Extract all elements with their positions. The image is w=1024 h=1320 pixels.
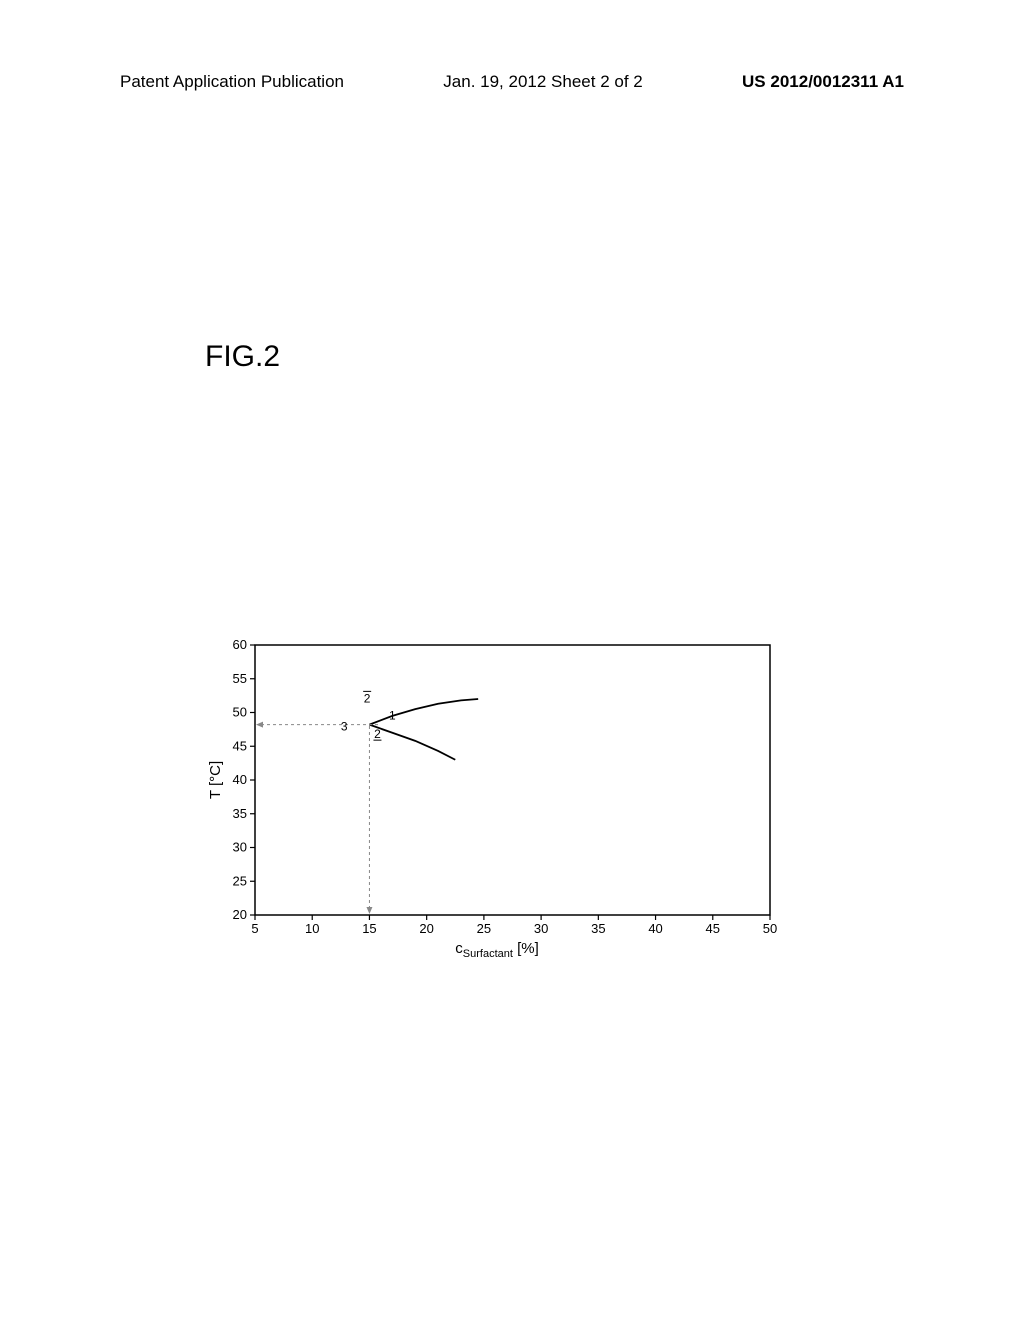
- svg-text:20: 20: [233, 907, 247, 922]
- svg-text:50: 50: [763, 921, 777, 936]
- svg-text:cSurfactant [%]: cSurfactant [%]: [455, 940, 538, 960]
- svg-text:40: 40: [648, 921, 662, 936]
- svg-text:2: 2: [364, 691, 371, 705]
- svg-text:50: 50: [233, 705, 247, 720]
- header-center-text: Jan. 19, 2012 Sheet 2 of 2: [443, 72, 642, 92]
- header-right-text: US 2012/0012311 A1: [742, 72, 904, 92]
- svg-text:2: 2: [374, 727, 381, 741]
- svg-text:1: 1: [389, 708, 396, 722]
- svg-text:40: 40: [233, 772, 247, 787]
- svg-text:25: 25: [477, 921, 491, 936]
- phase-diagram-chart: 20 25 30 35 40 45 50 55 60 5 10 15 20 25 30 35 40 45 50 T […: [205, 635, 785, 965]
- svg-text:25: 25: [233, 873, 247, 888]
- svg-text:3: 3: [341, 720, 348, 734]
- svg-text:60: 60: [233, 637, 247, 652]
- page-header: Patent Application Publication Jan. 19, …: [0, 72, 1024, 92]
- svg-text:T [°C]: T [°C]: [207, 761, 224, 799]
- chart-svg: 20 25 30 35 40 45 50 55 60 5 10 15 20 25 30 35 40 45 50 T […: [205, 635, 785, 965]
- svg-text:10: 10: [305, 921, 319, 936]
- svg-text:35: 35: [591, 921, 605, 936]
- svg-text:45: 45: [233, 738, 247, 753]
- svg-text:5: 5: [251, 921, 258, 936]
- header-left-text: Patent Application Publication: [120, 72, 344, 92]
- svg-text:55: 55: [233, 671, 247, 686]
- svg-text:20: 20: [419, 921, 433, 936]
- svg-text:15: 15: [362, 921, 376, 936]
- svg-text:45: 45: [706, 921, 720, 936]
- svg-text:30: 30: [233, 840, 247, 855]
- figure-label: FIG.2: [205, 340, 280, 374]
- svg-text:35: 35: [233, 806, 247, 821]
- svg-text:30: 30: [534, 921, 548, 936]
